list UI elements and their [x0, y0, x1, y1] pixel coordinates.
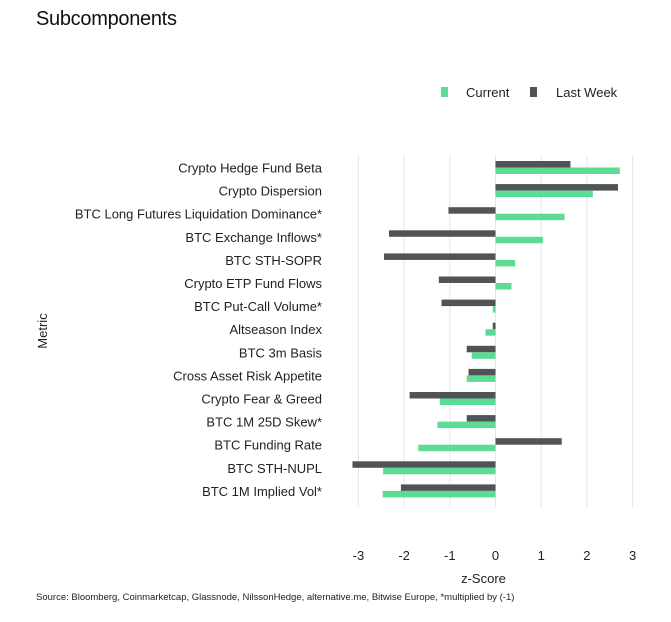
x-axis-label: z-Score — [461, 571, 506, 586]
bar-current — [439, 398, 496, 405]
bar-last-week — [495, 184, 618, 191]
bar-last-week — [383, 253, 496, 260]
legend-label: Last Week — [556, 85, 618, 100]
bar-current — [495, 167, 620, 174]
x-tick-label: -1 — [444, 548, 456, 563]
bar-current — [495, 213, 565, 221]
bar-last-week — [466, 345, 496, 353]
bar-current — [495, 283, 512, 290]
bar-current — [466, 375, 496, 382]
category-label: Crypto ETP Fund Flows — [184, 276, 322, 291]
category-label: Cross Asset Risk Appetite — [173, 368, 322, 383]
legend-label: Current — [466, 85, 510, 100]
category-label: Crypto Fear & Greed — [201, 392, 322, 407]
bar-current — [492, 306, 496, 313]
category-label: Crypto Dispersion — [219, 184, 322, 199]
x-tick-label: 0 — [492, 548, 499, 563]
bar-current — [418, 444, 496, 452]
x-tick-label: -3 — [353, 548, 365, 563]
bar-last-week — [400, 484, 496, 491]
category-label: Crypto Hedge Fund Beta — [178, 161, 323, 176]
bar-current — [495, 190, 593, 198]
bar-current — [383, 467, 496, 475]
bar-last-week — [389, 230, 496, 237]
category-label: BTC Put-Call Volume* — [194, 299, 322, 314]
legend-swatch — [441, 87, 448, 97]
bar-last-week — [438, 276, 496, 283]
x-tick-label: -2 — [398, 548, 410, 563]
category-label: BTC Exchange Inflows* — [185, 230, 322, 245]
y-axis-label: Metric — [35, 313, 50, 349]
x-tick-label: 3 — [629, 548, 636, 563]
category-label: BTC STH-NUPL — [227, 461, 322, 476]
bar-last-week — [492, 322, 496, 330]
bar-current — [471, 352, 496, 359]
bar-last-week — [409, 392, 496, 399]
legend-swatch — [530, 87, 537, 97]
chart-title: Subcomponents — [36, 8, 177, 30]
bar-current — [485, 329, 496, 336]
category-label: BTC 1M 25D Skew* — [206, 415, 322, 430]
bar-last-week — [441, 299, 496, 307]
category-label: BTC Funding Rate — [214, 438, 322, 453]
bar-current — [495, 259, 516, 267]
category-label: BTC 1M Implied Vol* — [202, 484, 322, 499]
bar-last-week — [448, 207, 496, 214]
source-note: Source: Bloomberg, Coinmarketcap, Glassn… — [36, 592, 515, 603]
bar-current — [495, 236, 544, 244]
bar-last-week — [352, 461, 496, 468]
bar-last-week — [468, 368, 496, 376]
category-label: BTC 3m Basis — [239, 345, 323, 360]
category-label: BTC STH-SOPR — [225, 253, 322, 268]
bar-last-week — [495, 161, 571, 168]
bar-last-week — [466, 415, 496, 422]
category-label: Altseason Index — [229, 322, 322, 337]
category-label: BTC Long Futures Liquidation Dominance* — [75, 207, 322, 222]
x-tick-label: 2 — [583, 548, 590, 563]
bar-current — [382, 490, 496, 498]
x-tick-label: 1 — [538, 548, 545, 563]
bar-last-week — [495, 438, 562, 445]
bar-current — [437, 421, 496, 429]
